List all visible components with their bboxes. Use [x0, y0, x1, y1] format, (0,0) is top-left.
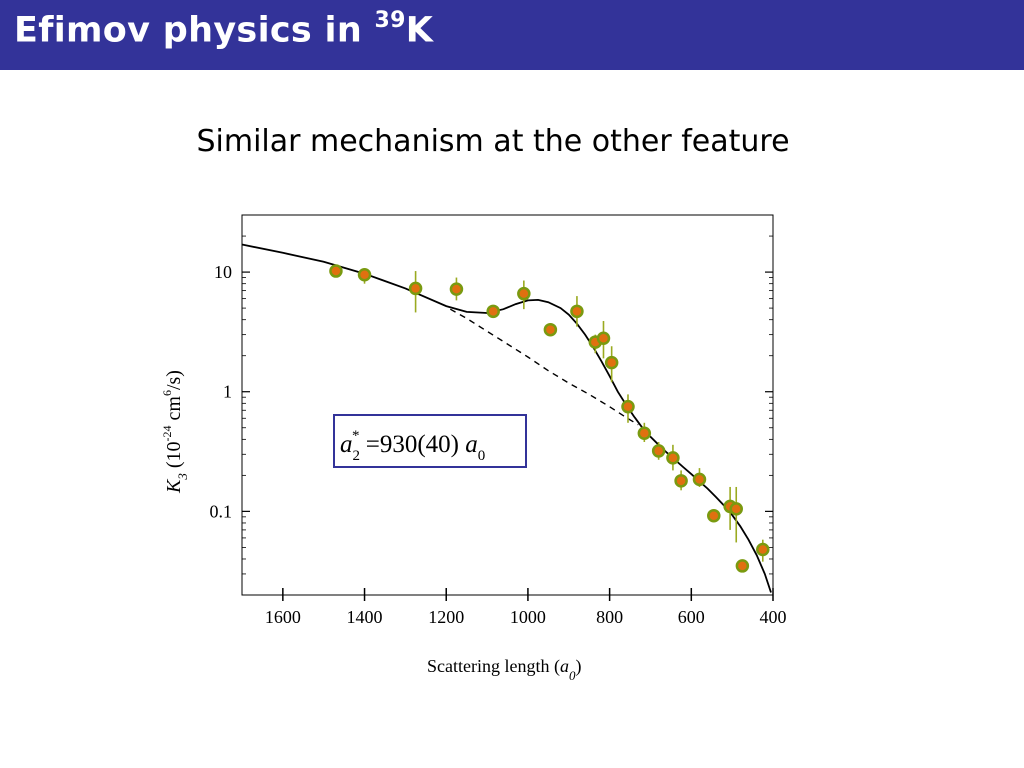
- data-point: [707, 508, 721, 523]
- data-point: [692, 472, 707, 487]
- annotation-box: [333, 414, 527, 468]
- data-point: [735, 559, 750, 573]
- data-point: [408, 281, 423, 296]
- annotation-sub: 2: [353, 448, 361, 464]
- x-tick-label: 400: [760, 607, 787, 627]
- solid-model-curve: [241, 243, 772, 593]
- data-point: [604, 355, 619, 370]
- x-tick-label: 1200: [428, 607, 464, 627]
- data-point: [543, 322, 558, 337]
- y-label-exp2: 6: [160, 390, 174, 396]
- data-point: [517, 286, 531, 301]
- data-point: [756, 542, 770, 557]
- x-tick-label: 1400: [347, 607, 383, 627]
- title-bar: Efimov physics in 39K: [0, 0, 1024, 70]
- annotation-var2: a: [465, 431, 478, 458]
- y-label-var: K: [163, 478, 185, 494]
- x-tick-label: 1000: [510, 607, 546, 627]
- x-tick-label: 600: [678, 607, 705, 627]
- x-axis-label: Scattering length (a0): [427, 656, 581, 683]
- data-point: [570, 304, 584, 319]
- annotation-sup: *: [352, 428, 360, 444]
- x-label-close: ): [575, 656, 581, 677]
- data-point: [666, 451, 680, 465]
- plot-frame: [241, 214, 774, 596]
- y-label-exp1: -24: [160, 425, 174, 441]
- slide-subtitle: Similar mechanism at the other feature: [196, 124, 790, 159]
- x-label-var: a: [560, 656, 569, 676]
- dashed-model-curve: [449, 308, 639, 426]
- y-tick-label: 10: [214, 262, 232, 282]
- annotation-text: a2* =930(40) a0: [340, 428, 485, 464]
- y-tick-label: 0.1: [210, 501, 233, 521]
- title-main: Efimov physics in: [14, 10, 375, 51]
- data-point: [486, 304, 500, 319]
- annotation-sub2: 0: [478, 448, 486, 464]
- y-axis-label: K3 (10-24 cm6/s): [160, 370, 190, 494]
- y-tick-label: 1: [223, 382, 232, 402]
- data-point: [357, 267, 372, 282]
- data-point: [596, 331, 611, 345]
- data-point: [651, 444, 666, 458]
- data-point: [674, 474, 688, 488]
- x-label-sub: 0: [569, 668, 576, 683]
- x-axis-ticks: 1600 1400 1200 1000 800 600 400: [265, 588, 787, 627]
- x-tick-label: 800: [596, 607, 623, 627]
- slide-title: Efimov physics in 39K: [14, 8, 434, 51]
- x-tick-label: 1600: [265, 607, 301, 627]
- data-point: [449, 282, 464, 296]
- title-tail: K: [405, 10, 434, 51]
- y-label-close: /s): [163, 370, 185, 390]
- y-label-unit: cm: [163, 396, 185, 426]
- annotation-var: a: [340, 431, 353, 458]
- x-label-main: Scattering length (: [427, 656, 560, 677]
- data-point: [729, 502, 743, 516]
- data-point: [621, 399, 635, 414]
- data-points: [329, 264, 770, 573]
- annotation-value: =930(40): [360, 431, 466, 458]
- y-label-sub: 3: [175, 473, 190, 481]
- y-label-open: (10: [163, 441, 185, 473]
- data-point: [329, 264, 343, 278]
- title-superscript: 39: [374, 8, 406, 33]
- data-point: [637, 426, 652, 440]
- y-axis-ticks: 10 1 0.1: [210, 235, 773, 575]
